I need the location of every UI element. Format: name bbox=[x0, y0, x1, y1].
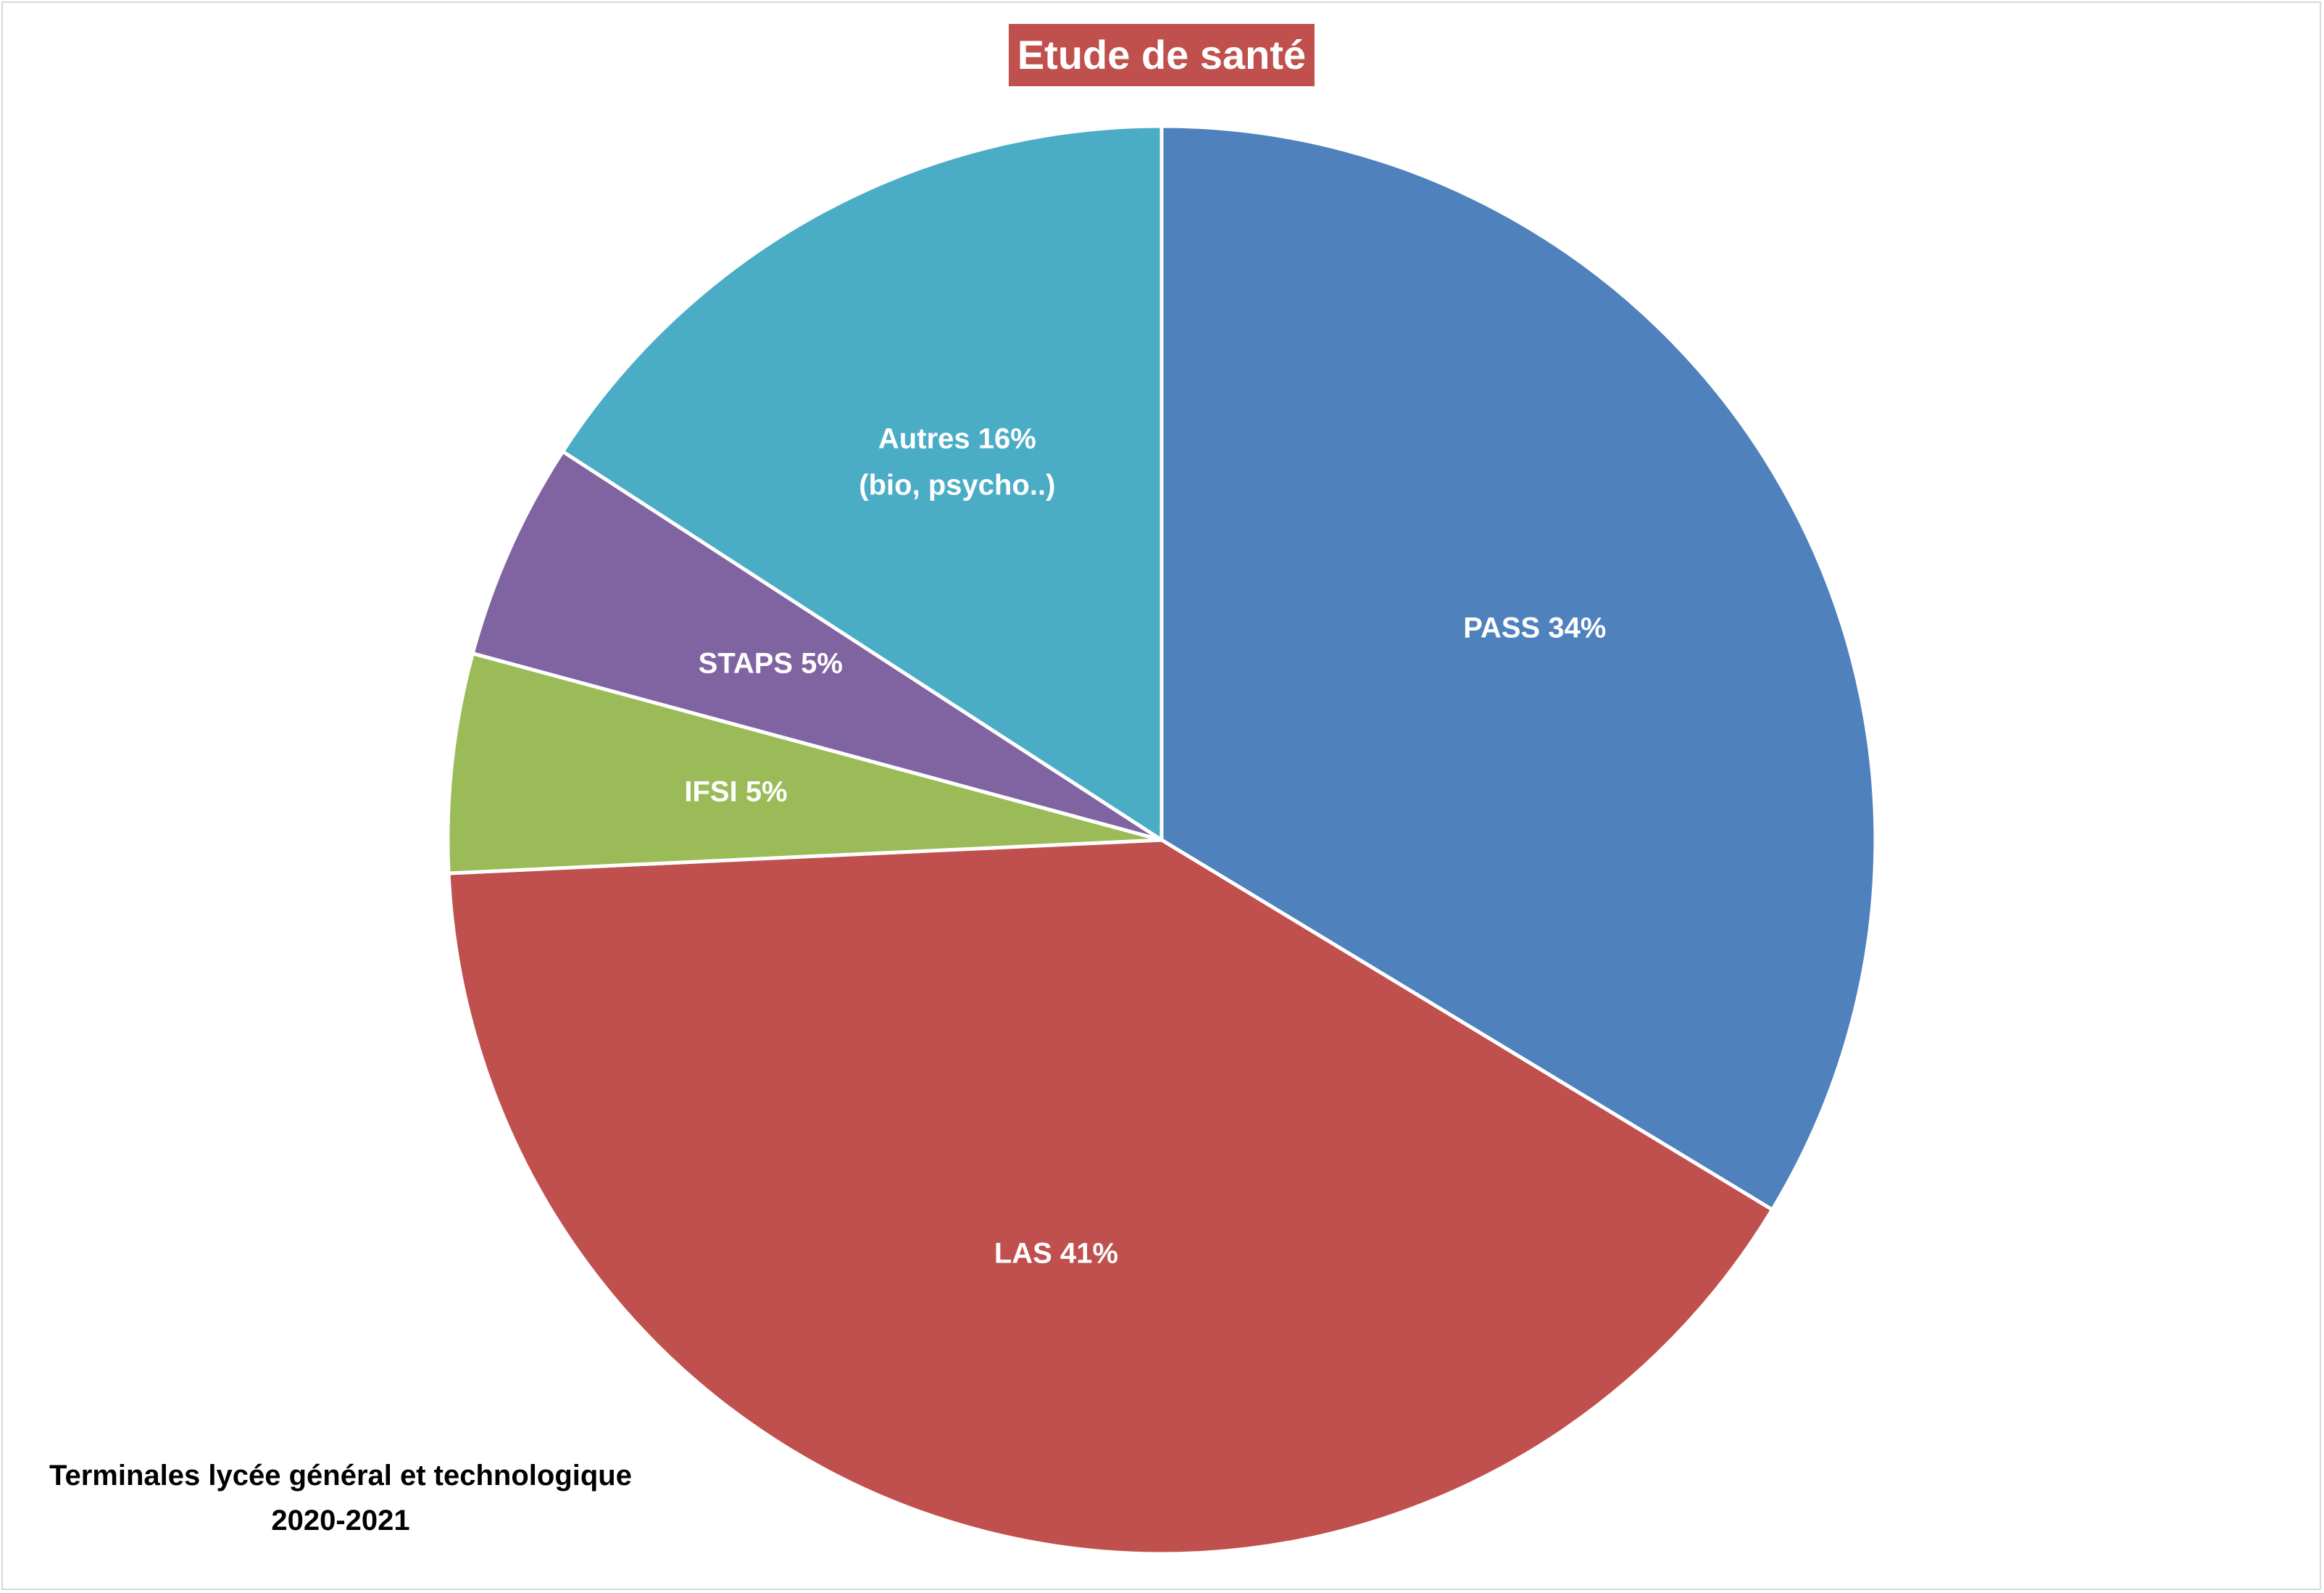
chart-title: Etude de santé bbox=[1009, 24, 1315, 86]
footnote-line-1: Terminales lycée général et technologiqu… bbox=[49, 1460, 632, 1492]
pie-slice-staps bbox=[470, 449, 1164, 842]
data-label-las: LAS 41% bbox=[994, 1237, 1118, 1269]
data-label-pass: PASS 34% bbox=[1463, 612, 1606, 644]
pie-slice-pass bbox=[1159, 124, 1878, 1212]
footnote-line-2: 2020-2021 bbox=[271, 1505, 410, 1536]
data-label-autres-line-1: Autres 16% bbox=[878, 423, 1036, 454]
pie-slice-ifsi bbox=[446, 652, 1164, 875]
data-label-autres-line-2: (bio, psycho..) bbox=[859, 469, 1055, 501]
data-label-staps: STAPS 5% bbox=[699, 648, 843, 680]
footnote: Terminales lycée général et technologiqu… bbox=[14, 1453, 667, 1543]
data-label-ifsi: IFSI 5% bbox=[684, 775, 787, 807]
pie-slice-autres bbox=[561, 124, 1164, 842]
pie-slice-las bbox=[446, 838, 1775, 1556]
